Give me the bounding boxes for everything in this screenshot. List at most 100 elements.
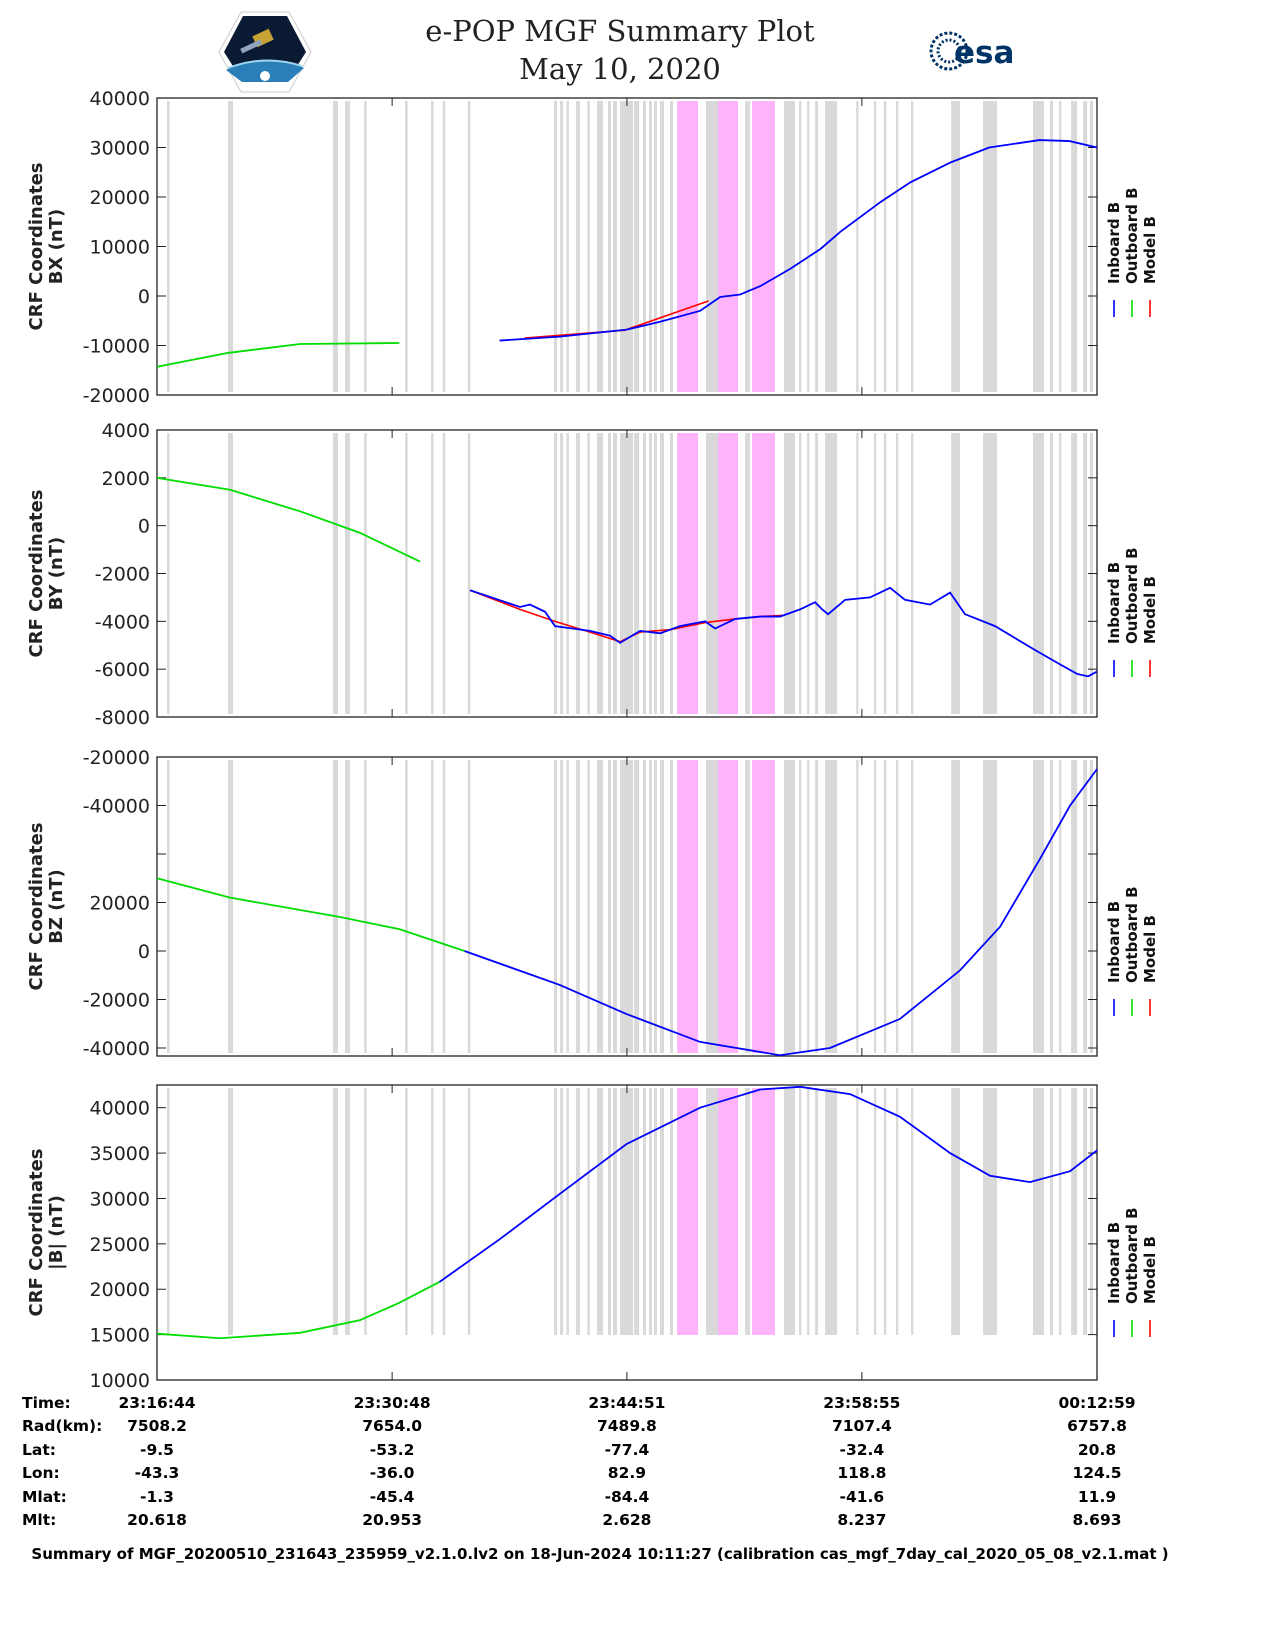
gray-band xyxy=(634,760,640,1053)
chart-date: May 10, 2020 xyxy=(519,52,721,86)
gray-band xyxy=(560,1088,564,1335)
gray-band xyxy=(873,101,877,392)
gray-band xyxy=(560,101,564,392)
gray-band xyxy=(228,760,234,1053)
panel-2: -20000 -40000 20000 0 -20000 -40000 CRF Coordi… xyxy=(26,747,1159,1060)
gray-band xyxy=(653,101,657,392)
gray-band xyxy=(405,760,408,1053)
gray-band xyxy=(883,760,887,1053)
table-cell: -43.3 xyxy=(134,1464,180,1482)
gray-band xyxy=(807,760,810,1053)
outboard-b-line xyxy=(156,476,421,563)
table-cell: -84.4 xyxy=(604,1488,650,1506)
gray-band xyxy=(670,101,674,392)
y-tick-label: 0 xyxy=(138,941,150,963)
gray-band xyxy=(613,1088,618,1335)
gray-band xyxy=(597,1088,604,1335)
gray-band xyxy=(345,433,351,714)
panel-0: -20000 -10000 0 10000 20000 30000 40000 CRF Coo… xyxy=(26,88,1159,407)
footer-summary: Summary of MGF_20200510_231643_235959_v2… xyxy=(31,1545,1169,1563)
table-cell: 2.628 xyxy=(602,1511,652,1529)
y-tick-label: -20000 xyxy=(83,385,150,407)
gray-band xyxy=(364,101,367,392)
y-tick-label: -10000 xyxy=(83,336,150,358)
y-tick-label: -8000 xyxy=(95,707,150,729)
gray-band xyxy=(653,433,657,714)
gray-band xyxy=(431,101,434,392)
table-cell: -9.5 xyxy=(140,1441,174,1459)
gray-band xyxy=(467,760,471,1053)
gray-band xyxy=(613,760,618,1053)
gray-band xyxy=(911,1088,914,1335)
gray-band xyxy=(856,101,859,392)
y-tick-label: 2000 xyxy=(102,468,150,490)
table-cell: 7489.8 xyxy=(596,1417,657,1435)
pink-band xyxy=(752,760,775,1053)
gray-band xyxy=(587,760,590,1053)
outboard-b-line xyxy=(156,877,465,952)
table-cell: 00:12:59 xyxy=(1058,1394,1136,1412)
gray-band xyxy=(620,760,634,1053)
gray-band xyxy=(911,760,914,1053)
y-tick-label: 25000 xyxy=(90,1234,150,1256)
gray-band xyxy=(784,1088,796,1335)
gray-band xyxy=(1059,1088,1062,1335)
gray-band xyxy=(911,433,914,714)
gray-band xyxy=(660,433,665,714)
gray-band xyxy=(911,101,914,392)
pink-band xyxy=(717,1088,739,1335)
pink-band xyxy=(717,433,739,714)
table-cell: 23:30:48 xyxy=(353,1394,431,1412)
gray-band xyxy=(620,1088,634,1335)
gray-band xyxy=(167,760,170,1053)
gray-band xyxy=(1032,101,1045,392)
legend-label: Outboard B xyxy=(1123,547,1141,644)
gray-band xyxy=(634,1088,640,1335)
y-tick-label: 20000 xyxy=(90,187,150,209)
gray-band xyxy=(873,1088,877,1335)
gray-band xyxy=(566,101,569,392)
gray-band xyxy=(784,760,796,1053)
gray-band xyxy=(799,1088,802,1335)
gray-band xyxy=(1032,433,1045,714)
gray-band xyxy=(620,433,634,714)
gray-band xyxy=(566,433,569,714)
gray-band xyxy=(784,101,796,392)
table-cell: 6757.8 xyxy=(1067,1417,1127,1435)
gray-band xyxy=(1083,760,1088,1053)
pink-band xyxy=(677,433,699,714)
gray-band xyxy=(1032,760,1045,1053)
row-label: Time: xyxy=(22,1394,71,1412)
row-label: Mlt: xyxy=(22,1511,57,1529)
inboard-b-line xyxy=(469,586,1098,678)
y-tick-label: 0 xyxy=(138,286,150,308)
gray-band xyxy=(1071,101,1078,392)
gray-band xyxy=(1032,1088,1045,1335)
gray-band xyxy=(431,1088,434,1335)
y-axis-label: CRF Coordinates xyxy=(26,823,47,991)
legend-label: Outboard B xyxy=(1123,187,1141,284)
gray-band xyxy=(587,101,590,392)
y-axis-label: |B| (nT) xyxy=(46,1195,67,1270)
gray-band xyxy=(364,760,367,1053)
table-cell: 20.953 xyxy=(362,1511,423,1529)
gray-band xyxy=(405,433,408,714)
gray-band xyxy=(745,760,751,1053)
gray-band xyxy=(745,433,751,714)
gray-band xyxy=(670,1088,674,1335)
gray-band xyxy=(1050,1088,1054,1335)
gray-band xyxy=(815,1088,819,1335)
gray-band xyxy=(807,101,810,392)
table-cell: 20.618 xyxy=(127,1511,187,1529)
gray-band xyxy=(883,433,887,714)
gray-band xyxy=(1059,760,1062,1053)
legend-label: Model B xyxy=(1141,216,1159,284)
gray-band xyxy=(167,1088,170,1335)
gray-band xyxy=(1071,433,1078,714)
gray-band xyxy=(442,760,446,1053)
gray-band xyxy=(332,101,338,392)
gray-band xyxy=(597,760,604,1053)
gray-band xyxy=(983,760,998,1053)
pink-band xyxy=(752,433,775,714)
